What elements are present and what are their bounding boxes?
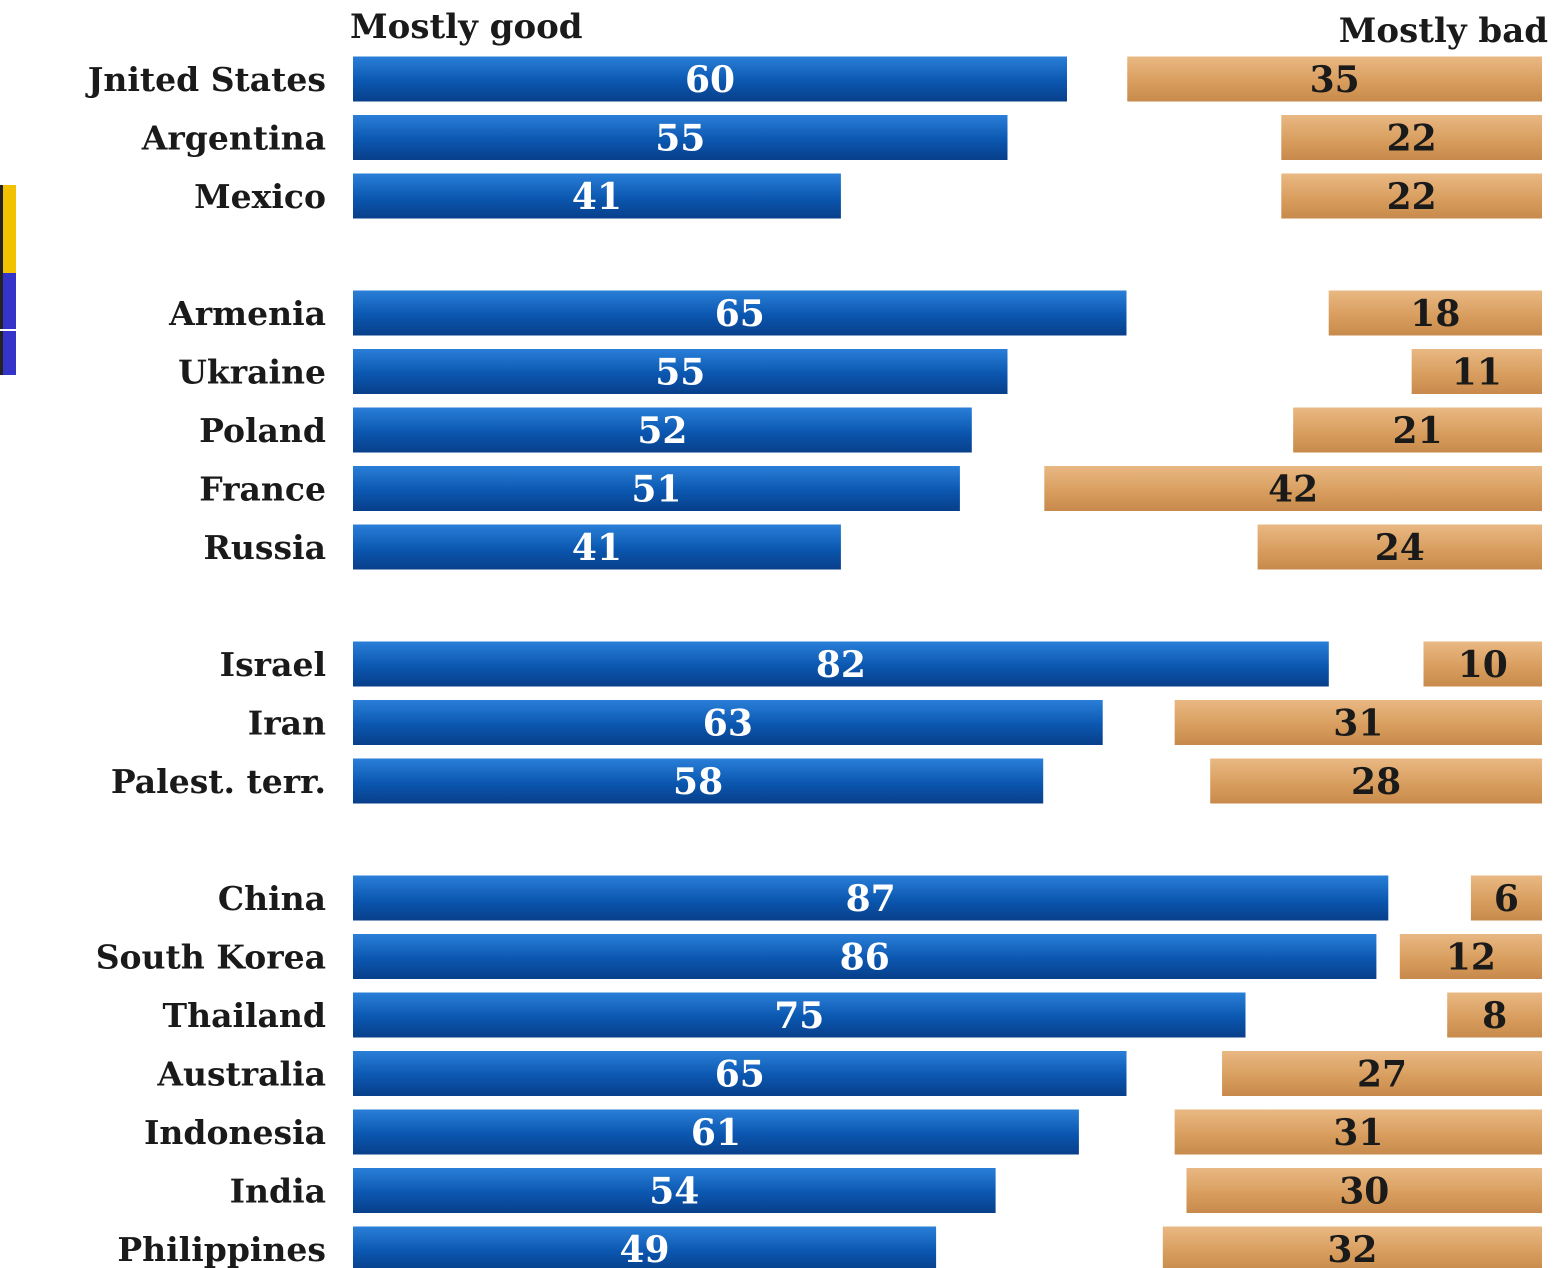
bad-value-label: 10 <box>1458 644 1508 686</box>
bad-bar <box>1411 349 1542 394</box>
good-value-label: 55 <box>655 118 705 160</box>
bad-value-label: 6 <box>1494 878 1519 920</box>
bad-value-label: 42 <box>1268 469 1318 511</box>
good-bar <box>353 1168 996 1213</box>
category-label: Palest. terr. <box>111 762 326 801</box>
bad-bar <box>1127 56 1542 102</box>
category-label: Australia <box>156 1055 326 1094</box>
bad-bar <box>1162 1226 1542 1268</box>
good-bar <box>353 115 1008 160</box>
good-bar <box>353 1226 937 1268</box>
bad-bar <box>1210 758 1542 804</box>
category-label: Philippines <box>117 1230 326 1268</box>
good-bar <box>353 290 1127 336</box>
bad-bar <box>1470 875 1542 921</box>
category-label: China <box>218 879 326 918</box>
category-label: Iran <box>248 704 326 743</box>
category-label: Indonesia <box>144 1113 326 1152</box>
good-value-label: 41 <box>572 527 622 569</box>
bad-value-label: 28 <box>1351 761 1401 803</box>
bad-value-label: 35 <box>1310 59 1360 101</box>
good-bar <box>353 56 1067 102</box>
bad-bar <box>1423 641 1542 687</box>
bad-bar <box>1174 1109 1542 1155</box>
bad-bar <box>1222 1051 1542 1096</box>
category-label: Mexico <box>194 177 326 216</box>
bad-series-header: Mostly bad <box>1339 11 1548 51</box>
bad-value-label: 32 <box>1327 1229 1377 1268</box>
category-label: Thailand <box>163 996 326 1035</box>
good-bar <box>353 875 1389 921</box>
category-label: South Korea <box>96 938 326 977</box>
good-bar <box>353 992 1246 1038</box>
good-bar <box>353 641 1329 687</box>
good-value-label: 51 <box>631 469 681 511</box>
good-value-label: 65 <box>715 1054 765 1096</box>
good-value-label: 60 <box>685 59 735 101</box>
good-bar <box>353 524 841 570</box>
bad-bar <box>1257 524 1542 570</box>
good-value-label: 41 <box>572 176 622 218</box>
good-bar <box>353 173 841 219</box>
good-value-label: 55 <box>655 352 705 394</box>
category-label: Russia <box>204 528 327 567</box>
category-label: India <box>230 1172 326 1211</box>
good-value-label: 54 <box>649 1171 699 1213</box>
good-bar <box>353 1109 1079 1155</box>
good-value-label: 49 <box>619 1229 669 1268</box>
bad-value-label: 22 <box>1387 176 1437 218</box>
good-bar <box>353 934 1377 979</box>
bad-value-label: 30 <box>1339 1171 1389 1213</box>
bad-bar <box>1186 1168 1542 1213</box>
good-bar <box>353 466 960 511</box>
category-label: Poland <box>199 411 326 450</box>
good-bar <box>353 700 1103 745</box>
bad-value-label: 8 <box>1482 995 1507 1037</box>
good-value-label: 58 <box>673 761 723 803</box>
category-label: France <box>199 470 326 509</box>
bad-bar <box>1174 700 1542 745</box>
bad-value-label: 22 <box>1387 118 1437 160</box>
bad-bar <box>1293 407 1542 453</box>
bad-bar <box>1044 466 1542 511</box>
bad-value-label: 27 <box>1357 1054 1407 1096</box>
good-bar <box>353 349 1008 394</box>
good-value-label: 52 <box>637 410 687 452</box>
good-value-label: 61 <box>691 1112 741 1154</box>
category-label: Armenia <box>168 294 326 333</box>
bad-value-label: 31 <box>1333 1112 1383 1154</box>
bad-bar <box>1399 934 1542 979</box>
good-series-header: Mostly good <box>350 7 583 47</box>
category-label: Jnited States <box>85 60 326 99</box>
edge-tab-blue-1 <box>0 273 16 329</box>
bar-rows: Jnited States 60 35 Argentina 55 22 Mexico 41 22… <box>85 56 1542 1268</box>
bad-value-label: 31 <box>1333 703 1383 745</box>
bad-value-label: 11 <box>1452 352 1502 394</box>
bad-bar <box>1281 115 1542 160</box>
good-value-label: 87 <box>846 878 896 920</box>
bad-bar <box>1328 290 1542 336</box>
good-value-label: 75 <box>774 995 824 1037</box>
good-bar <box>353 407 972 453</box>
category-label: Ukraine <box>178 353 326 392</box>
category-label: Israel <box>220 645 326 684</box>
bad-bar <box>1447 992 1542 1038</box>
good-value-label: 82 <box>816 644 866 686</box>
good-bar <box>353 758 1044 804</box>
bad-value-label: 12 <box>1446 937 1496 979</box>
category-label: Argentina <box>141 119 326 158</box>
good-value-label: 65 <box>715 293 765 335</box>
edge-tab-yellow <box>0 185 16 273</box>
edge-tab-blue-2 <box>0 331 16 375</box>
bad-value-label: 21 <box>1393 410 1443 452</box>
good-value-label: 63 <box>703 703 753 745</box>
bad-value-label: 18 <box>1410 293 1460 335</box>
good-value-label: 86 <box>840 937 890 979</box>
bad-value-label: 24 <box>1375 527 1425 569</box>
bad-bar <box>1281 173 1542 219</box>
good-bar <box>353 1051 1127 1096</box>
